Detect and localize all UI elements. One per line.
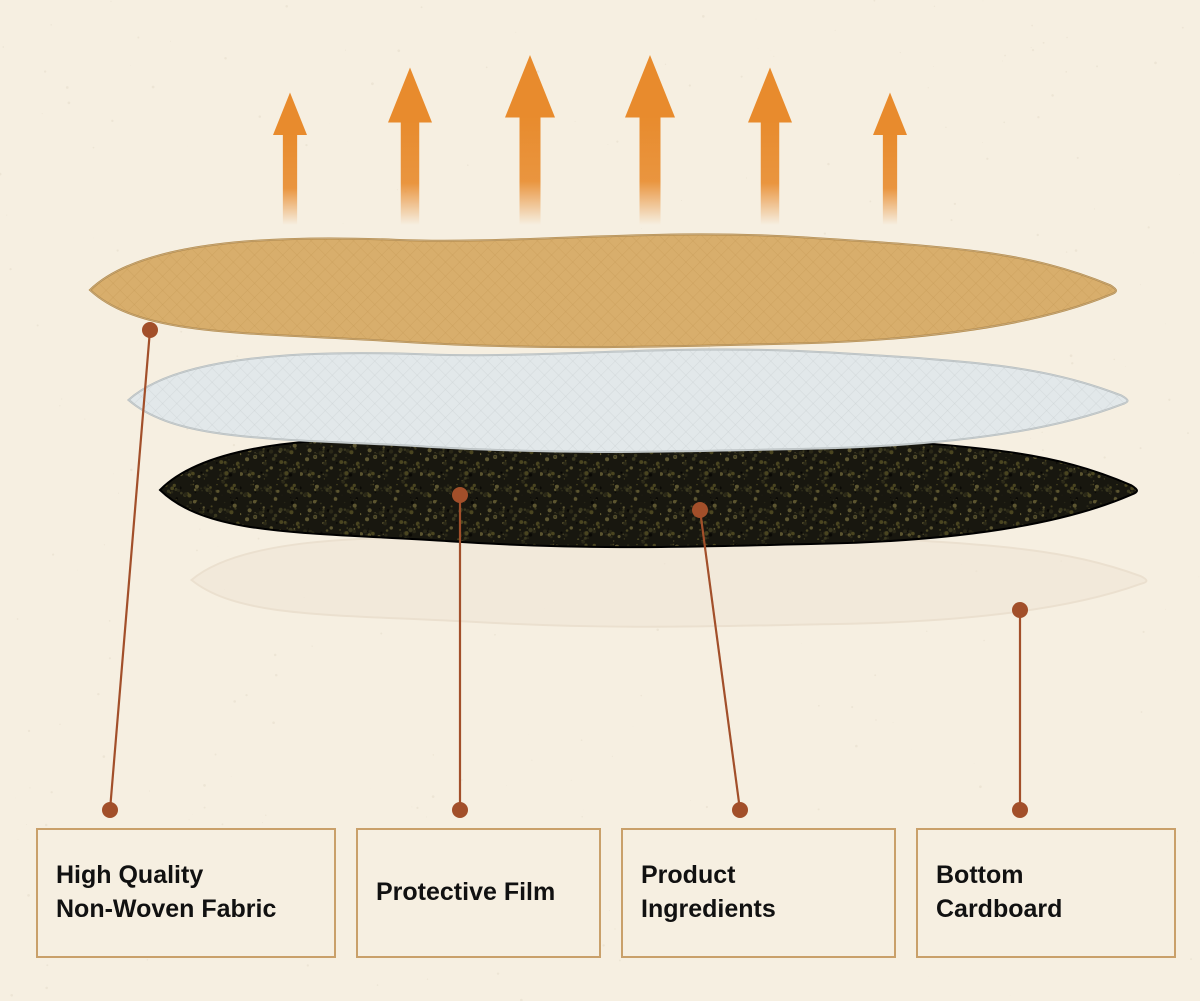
label-text: Bottom Cardboard [936,859,1156,927]
layer-protective-film [129,349,1128,452]
label-box-0: High Quality Non-Woven Fabric [36,828,336,958]
label-text: Product Ingredients [641,859,876,927]
label-box-1: Protective Film [356,828,601,958]
arrow-shaft [283,133,297,225]
leader-end-dot [102,802,118,818]
arrow-shaft [401,121,419,226]
arrow-shaft [883,133,897,225]
arrow-shaft [761,121,779,226]
leader-end-dot [452,802,468,818]
leader-end-dot [1012,802,1028,818]
label-text: Protective Film [376,876,555,910]
label-box-2: Product Ingredients [621,828,896,958]
layers [90,234,1146,626]
layer-top-fabric [90,234,1116,347]
leader-end-dot [732,802,748,818]
arrow-shaft [640,116,661,226]
layer-bottom-card [192,534,1147,626]
label-text: High Quality Non-Woven Fabric [56,859,276,927]
label-box-3: Bottom Cardboard [916,828,1176,958]
arrow-shaft [520,116,541,226]
